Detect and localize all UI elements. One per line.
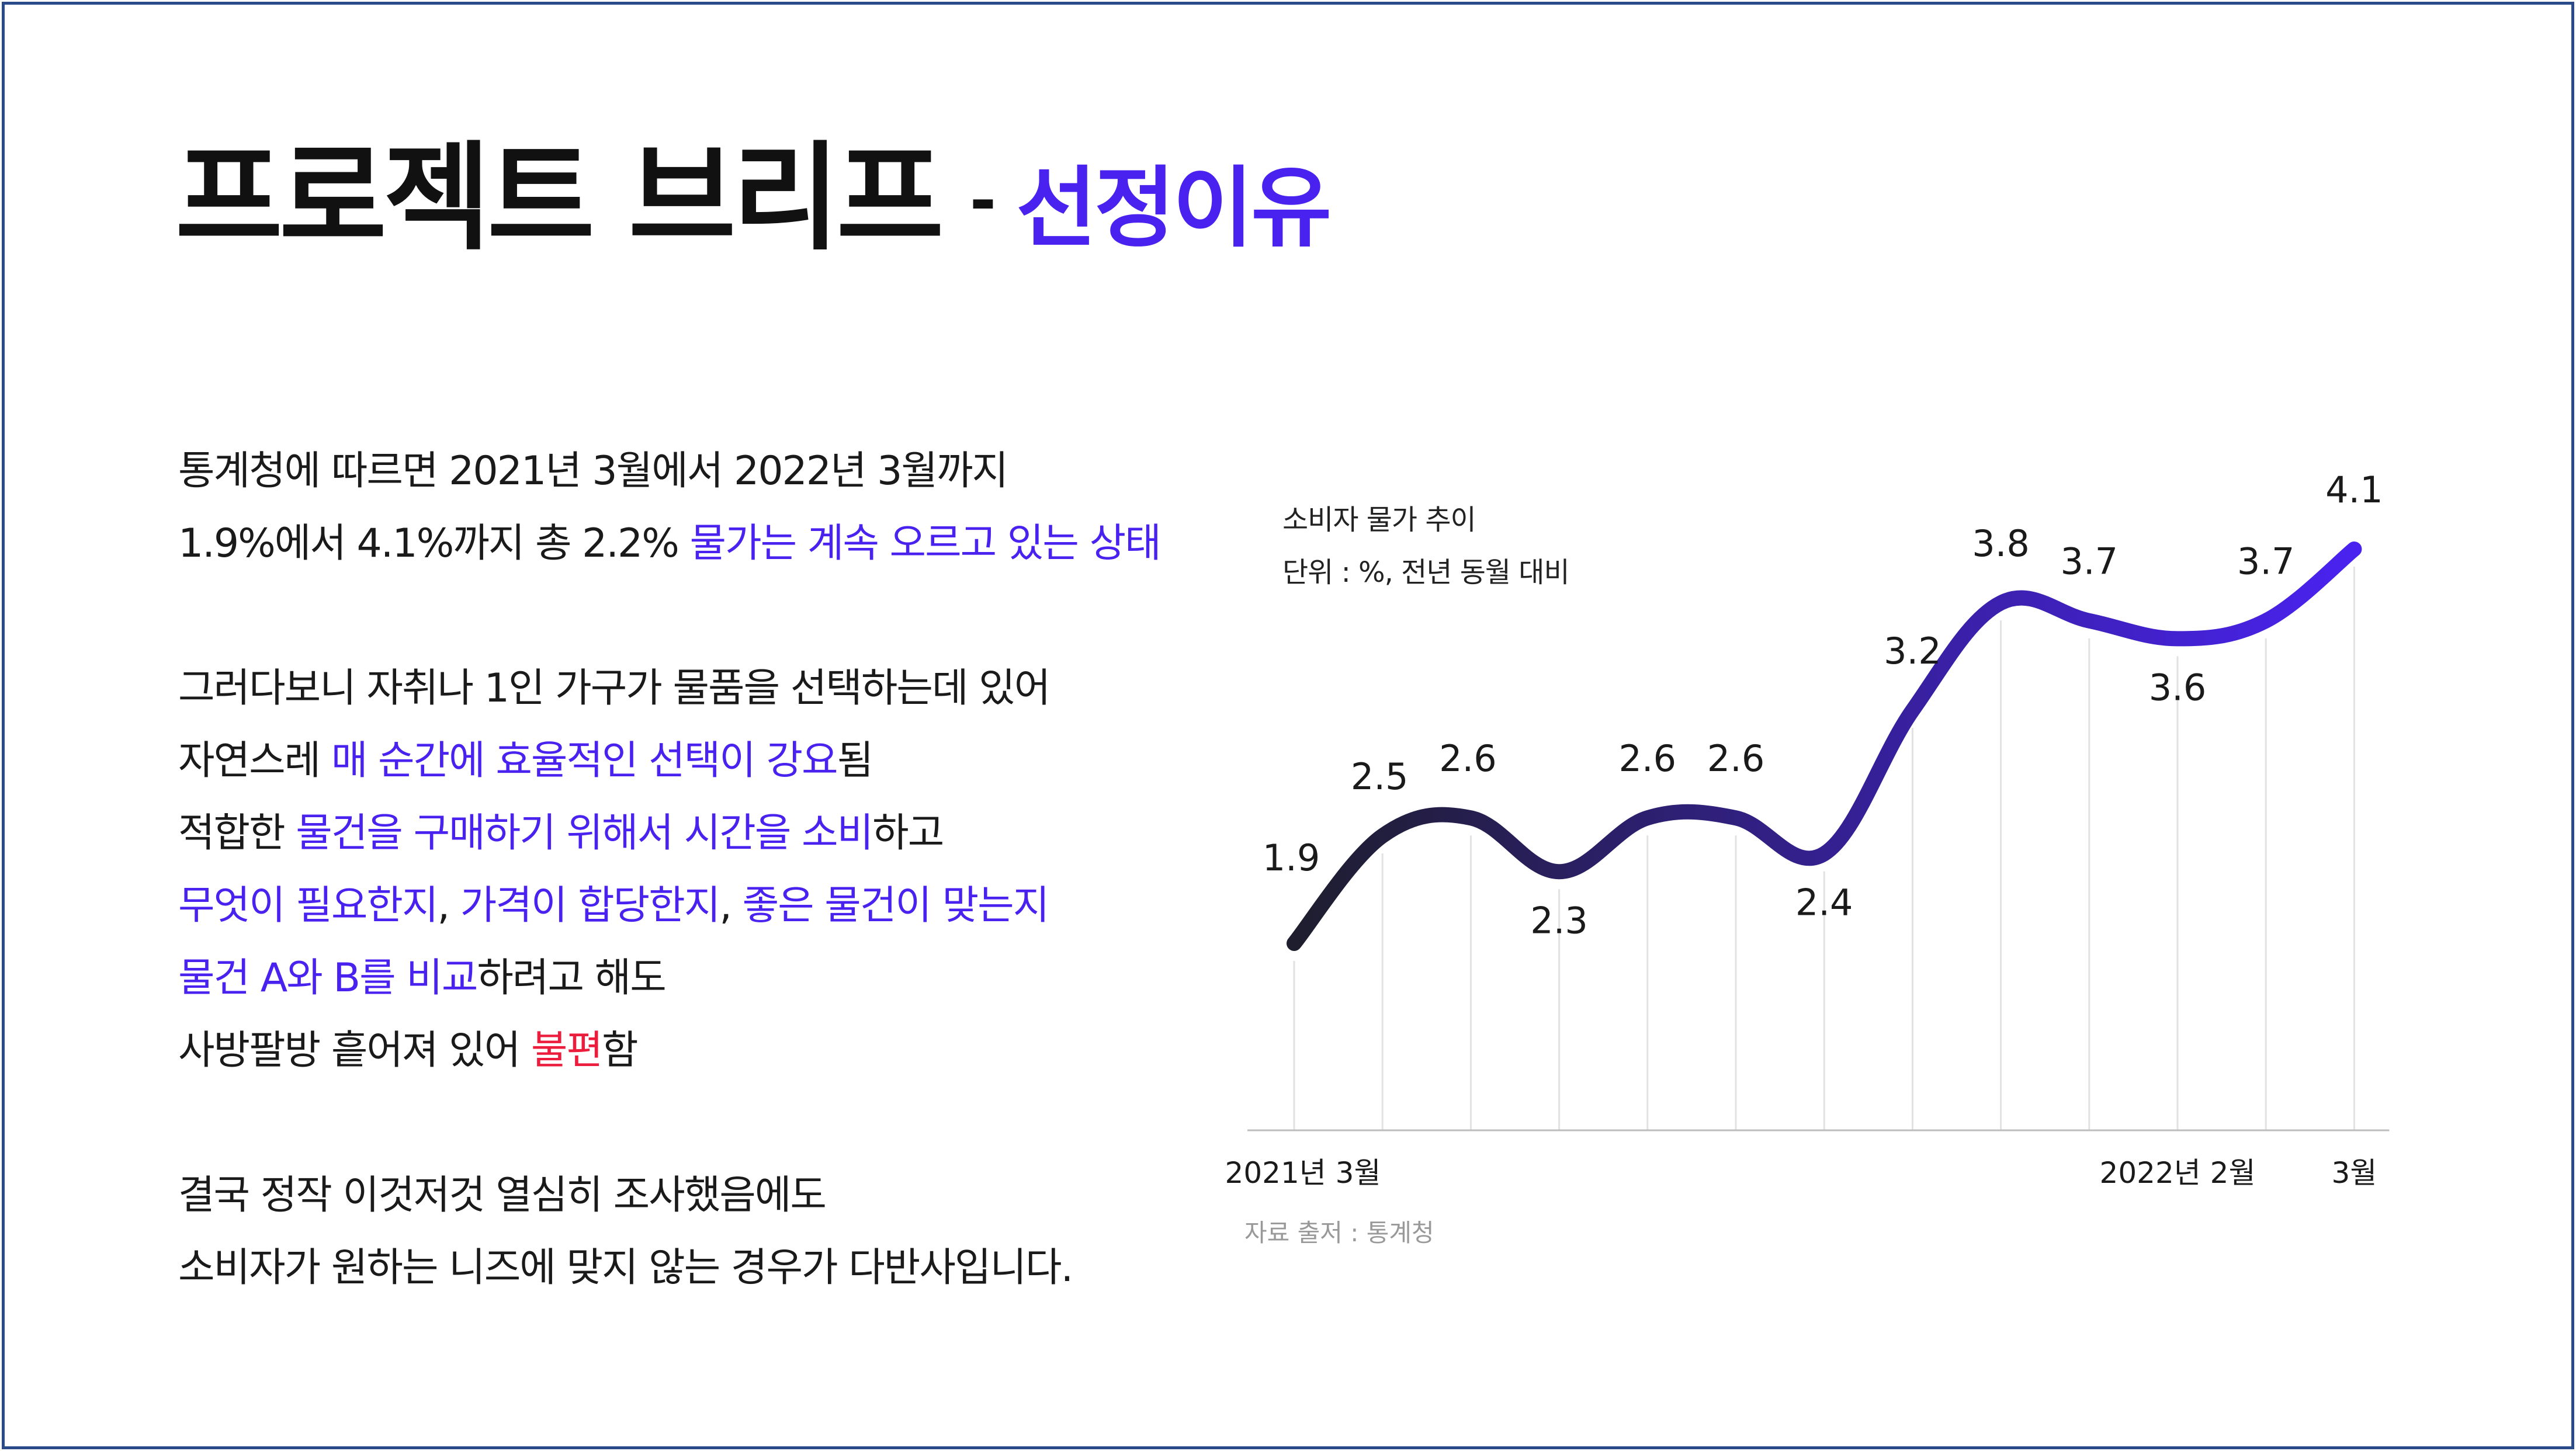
data-label: 2.6 <box>1618 737 1676 780</box>
highlight-text: 물건 A와 B를 비교 <box>178 955 478 1001</box>
body-line: 물건 A와 B를 비교하려고 해도 <box>178 942 1160 1015</box>
x-tick-label: 2021년 3월 <box>1225 1156 1381 1190</box>
chart-title: 소비자 물가 추이 <box>1282 504 1476 536</box>
body-line: 적합한 물건을 구매하기 위해서 시간을 소비하고 <box>178 797 1160 870</box>
body-line: 통계청에 따르면 2021년 3월에서 2022년 3월까지 <box>178 435 1160 508</box>
highlight-text: 물가는 계속 오르고 있는 상태 <box>689 520 1162 567</box>
warning-text: 불편 <box>531 1027 603 1074</box>
x-tick-label: 3월 <box>2331 1156 2377 1190</box>
body-line: 1.9%에서 4.1%까지 총 2.2% 물가는 계속 오르고 있는 상태 <box>178 508 1162 580</box>
data-label: 3.7 <box>2237 540 2295 583</box>
data-label: 2.6 <box>1707 737 1765 780</box>
series-line <box>1287 541 2362 951</box>
body-line: 그러다보니 자취나 1인 가구가 물품을 선택하는데 있어 <box>178 652 1160 725</box>
title-sub: 선정이유 <box>1016 158 1332 259</box>
body-text-segment: 소비자가 원하는 니즈에 맞지 않는 경우가 다반사입니다. <box>178 1245 1073 1291</box>
body-text-segment: 됨 <box>837 738 874 784</box>
body-text-segment: 결국 정작 이것저것 열심히 조사했음에도 <box>178 1172 827 1219</box>
data-label: 4.1 <box>2325 468 2383 511</box>
body-line: 무엇이 필요한지, 가격이 합당한지, 좋은 물건이 맞는지 <box>178 870 1160 942</box>
data-label: 3.6 <box>2149 666 2207 709</box>
body-text-segment: 사방팔방 흩어져 있어 <box>178 1027 531 1074</box>
chart-unit-note: 단위 : %, 전년 동월 대비 <box>1282 556 1570 589</box>
body-line: 결국 정작 이것저것 열심히 조사했음에도 <box>178 1160 1160 1232</box>
data-label: 2.6 <box>1439 737 1497 780</box>
data-label: 1.9 <box>1263 836 1320 879</box>
body-text-segment: 적합한 <box>178 810 296 856</box>
x-tick-label: 2022년 2월 <box>2100 1156 2256 1190</box>
body-text-segment: , <box>719 883 743 929</box>
highlight-text: 매 순간에 효율적인 선택이 강요 <box>331 738 838 784</box>
body-text-segment: 1.9%에서 4.1%까지 총 2.2% <box>178 520 690 567</box>
highlight-text: 좋은 물건이 맞는지 <box>742 883 1050 929</box>
body-line: 소비자가 원하는 니즈에 맞지 않는 경우가 다반사입니다. <box>178 1232 1160 1304</box>
highlight-text: 무엇이 필요한지 <box>178 883 439 929</box>
body-line: 자연스레 매 순간에 효율적인 선택이 강요됨 <box>178 725 1160 797</box>
body-text-segment: 자연스레 <box>178 738 331 784</box>
title-dash: - <box>969 163 997 238</box>
chart-gridlines <box>1293 567 2355 1130</box>
paragraph-inflation: 통계청에 따르면 2021년 3월에서 2022년 3월까지 1.9%에서 4.1… <box>178 435 1162 580</box>
body-text-segment: , <box>437 883 460 929</box>
title-main: 프로젝트 브리프 <box>175 130 944 266</box>
data-label: 2.3 <box>1530 899 1588 942</box>
highlight-text: 가격이 합당한지 <box>460 883 721 929</box>
highlight-text: 물건을 구매하기 위해서 시간을 소비 <box>296 810 873 856</box>
data-label: 3.7 <box>2060 540 2118 583</box>
body-text-segment: 하려고 해도 <box>477 955 666 1001</box>
data-label: 3.2 <box>1884 630 1941 672</box>
chart-x-tick-labels: 2021년 3월 2022년 2월 3월 <box>1225 1156 2377 1190</box>
body-line: 사방팔방 흩어져 있어 불편함 <box>178 1015 1160 1087</box>
body-text-segment: 하고 <box>872 810 944 856</box>
data-label: 3.8 <box>1972 522 2030 565</box>
body-text: 통계청에 따르면 2021년 3월에서 2022년 3월까지 1.9%에서 4.1… <box>178 435 1162 1304</box>
chart-data-labels: 1.9 2.5 2.6 2.3 2.6 2.6 2.4 3.2 3.8 3.7 3.6 3.7 4.1 <box>1263 468 2383 942</box>
chart-source: 자료 출저 : 통계청 <box>1244 1219 1434 1247</box>
page-title: 프로젝트 브리프 - 선정이유 <box>175 140 1332 259</box>
data-label: 2.4 <box>1795 881 1853 924</box>
body-text-segment: 그러다보니 자취나 1인 가구가 물품을 선택하는데 있어 <box>178 665 1050 711</box>
body-text-segment: 통계청에 따르면 2021년 3월에서 2022년 3월까지 <box>178 448 1008 494</box>
data-label: 2.5 <box>1351 755 1409 798</box>
body-text-segment: 함 <box>602 1027 639 1074</box>
